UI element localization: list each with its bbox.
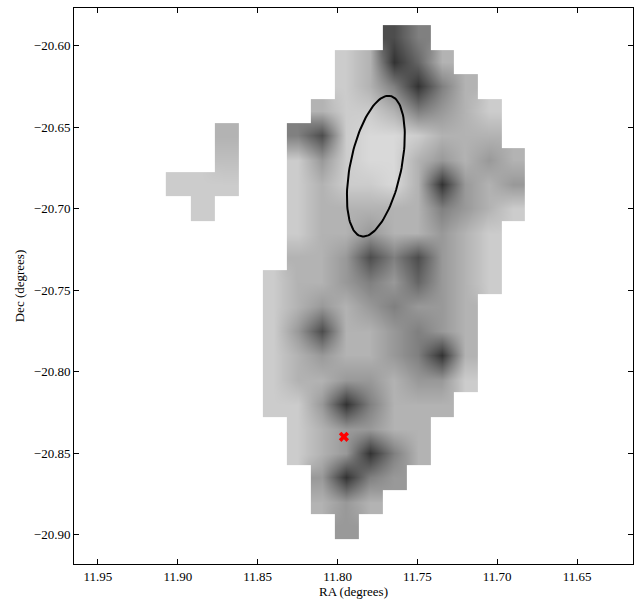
svg-text:RA (degrees): RA (degrees) [319, 584, 388, 599]
svg-text:11.65: 11.65 [563, 569, 592, 584]
svg-text:11.75: 11.75 [403, 569, 432, 584]
svg-text:11.90: 11.90 [163, 569, 192, 584]
svg-text:−20.90: −20.90 [34, 527, 71, 542]
svg-text:11.95: 11.95 [84, 569, 113, 584]
svg-text:11.80: 11.80 [323, 569, 352, 584]
svg-text:Dec (degrees): Dec (degrees) [12, 250, 27, 323]
svg-text:−20.60: −20.60 [34, 38, 71, 53]
svg-text:−20.70: −20.70 [34, 201, 71, 216]
svg-text:11.70: 11.70 [483, 569, 512, 584]
svg-text:−20.65: −20.65 [34, 120, 71, 135]
svg-text:−20.85: −20.85 [34, 446, 71, 461]
svg-text:−20.75: −20.75 [34, 283, 71, 298]
svg-text:−20.80: −20.80 [34, 364, 71, 379]
svg-text:11.85: 11.85 [243, 569, 272, 584]
